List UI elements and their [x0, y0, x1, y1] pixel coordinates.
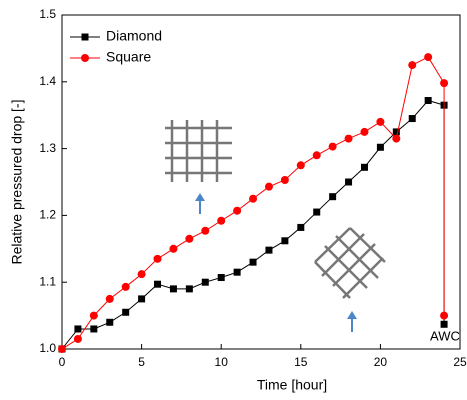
legend-label: Diamond	[106, 28, 162, 44]
arrow	[195, 193, 357, 332]
x-tick-label: 10	[215, 355, 229, 369]
marker	[424, 53, 433, 62]
marker	[440, 79, 449, 88]
marker	[138, 295, 146, 303]
marker	[360, 163, 368, 171]
x-tick-label: 5	[138, 355, 145, 369]
x-tick-label: 0	[59, 355, 66, 369]
marker	[376, 143, 384, 151]
marker	[153, 254, 162, 263]
marker	[408, 115, 416, 123]
marker	[296, 161, 305, 170]
y-tick-label: 1.4	[39, 74, 56, 88]
marker	[265, 246, 273, 254]
series-line	[61, 56, 445, 350]
marker	[89, 311, 98, 320]
marker	[312, 151, 321, 160]
marker	[249, 258, 257, 266]
marker	[122, 308, 130, 316]
marker	[217, 216, 226, 225]
annotation: AWC	[430, 328, 460, 343]
legend-marker	[81, 54, 89, 62]
marker	[281, 237, 289, 245]
legend-marker	[81, 33, 89, 41]
marker	[185, 234, 194, 243]
y-tick-label: 1.2	[39, 208, 56, 222]
marker	[344, 134, 353, 143]
marker	[74, 325, 82, 333]
y-tick-label: 1.5	[39, 7, 56, 21]
marker	[392, 134, 401, 143]
marker	[360, 127, 369, 136]
y-tick-label: 1.1	[39, 274, 56, 288]
marker	[73, 334, 82, 343]
marker	[313, 208, 321, 216]
marker	[201, 226, 210, 235]
marker	[106, 318, 114, 326]
marker	[217, 274, 225, 282]
square-mesh-icon	[165, 120, 232, 182]
marker	[154, 280, 162, 288]
x-tick-label: 25	[453, 355, 467, 369]
marker	[392, 128, 400, 136]
marker	[105, 294, 114, 303]
marker	[90, 325, 98, 333]
marker	[345, 178, 353, 186]
marker	[297, 223, 305, 231]
marker	[58, 345, 66, 353]
plot-frame	[61, 14, 461, 350]
y-tick-label: 1.3	[39, 141, 56, 155]
marker	[440, 320, 448, 328]
marker	[424, 97, 432, 105]
x-axis-label: Time [hour]	[257, 377, 327, 393]
marker	[264, 182, 273, 191]
marker	[280, 175, 289, 184]
marker	[201, 278, 209, 286]
marker	[376, 117, 385, 126]
x-tick-label: 20	[374, 355, 388, 369]
marker	[137, 270, 146, 279]
y-axis-label: Relative pressured drop [-]	[9, 100, 25, 265]
marker	[249, 194, 258, 203]
marker	[233, 268, 241, 276]
marker	[121, 282, 130, 291]
marker	[328, 142, 337, 151]
diamond-mesh-icon	[314, 227, 386, 299]
marker	[169, 244, 178, 253]
marker	[408, 61, 417, 70]
y-tick-label: 1.0	[39, 341, 56, 355]
marker	[440, 311, 449, 320]
marker	[169, 285, 177, 293]
legend-label: Square	[106, 49, 151, 65]
marker	[185, 285, 193, 293]
x-tick-label: 15	[294, 355, 308, 369]
series-line	[61, 99, 445, 350]
marker	[233, 206, 242, 215]
marker	[329, 193, 337, 201]
